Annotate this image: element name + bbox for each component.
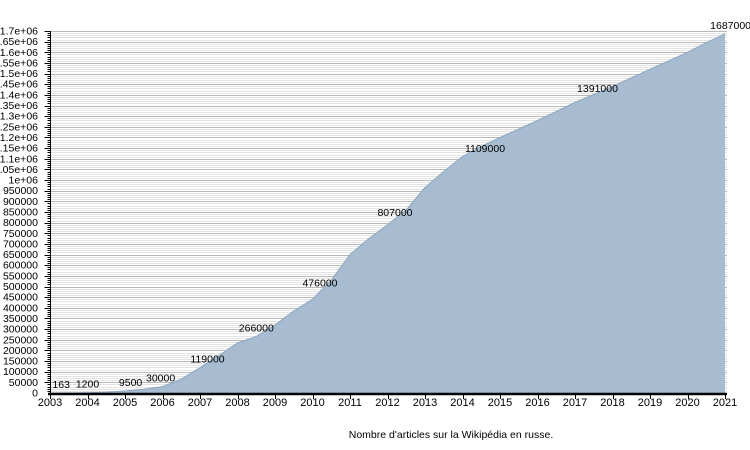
y-tick-label: 1.45e+06 <box>0 79 38 91</box>
y-tick-label: 50000 <box>9 377 38 389</box>
data-label: 119000 <box>190 354 224 366</box>
y-tick-labels: 0500001000001500002000002500003000003500… <box>0 26 38 400</box>
x-tick-label: 2012 <box>375 397 399 409</box>
data-label: 266000 <box>239 322 274 334</box>
x-tick-label: 2021 <box>713 397 737 409</box>
data-label: 163 <box>52 379 70 391</box>
tick-marks <box>44 31 726 399</box>
y-tick-label: 850000 <box>3 207 38 219</box>
y-tick-label: 150000 <box>3 356 38 368</box>
y-tick-label: 100000 <box>3 366 38 378</box>
x-tick-label: 2006 <box>150 397 174 409</box>
y-tick-label: 1.55e+06 <box>0 57 38 69</box>
y-tick-label: 300000 <box>3 324 38 336</box>
x-tick-label: 2020 <box>675 397 699 409</box>
area-fill <box>50 33 725 394</box>
x-tick-label: 2004 <box>75 397 99 409</box>
data-label: 30000 <box>146 373 175 385</box>
y-tick-label: 250000 <box>3 334 38 346</box>
data-label: 1687000 <box>710 20 750 32</box>
data-label: 476000 <box>302 278 337 290</box>
data-label: 1391000 <box>577 83 618 95</box>
y-tick-label: 950000 <box>3 185 38 197</box>
x-tick-label: 2007 <box>188 397 212 409</box>
x-tick-label: 2009 <box>263 397 287 409</box>
x-tick-label: 2019 <box>638 397 662 409</box>
y-tick-label: 0 <box>32 388 38 400</box>
area-edge-line <box>49 33 726 394</box>
x-tick-label: 2005 <box>113 397 137 409</box>
y-tick-label: 1.1e+06 <box>0 153 38 165</box>
y-tick-label: 350000 <box>3 313 38 325</box>
y-tick-label: 1.05e+06 <box>0 164 38 176</box>
y-tick-label: 1.35e+06 <box>0 100 38 112</box>
x-tick-label: 2016 <box>525 397 549 409</box>
y-tick-label: 1.7e+06 <box>0 26 38 38</box>
axes <box>48 31 727 396</box>
y-tick-label: 600000 <box>3 260 38 272</box>
data-label: 1200 <box>76 379 100 391</box>
x-tick-label: 2018 <box>600 397 624 409</box>
y-tick-label: 1.4e+06 <box>0 89 38 101</box>
x-tick-label: 2015 <box>488 397 512 409</box>
y-tick-label: 400000 <box>3 302 38 314</box>
series-area <box>49 33 726 394</box>
y-tick-label: 650000 <box>3 249 38 261</box>
y-tick-label: 200000 <box>3 345 38 357</box>
x-tick-label: 2013 <box>413 397 437 409</box>
y-tick-label: 1e+06 <box>9 175 39 187</box>
y-tick-label: 1.2e+06 <box>0 132 38 144</box>
y-tick-label: 500000 <box>3 281 38 293</box>
data-label: 807000 <box>377 207 412 219</box>
data-label: 1109000 <box>465 143 505 155</box>
x-tick-label: 2003 <box>38 397 62 409</box>
y-tick-label: 800000 <box>3 217 38 229</box>
data-labels: 163 1200 9500 30000 119000 266000 476000 807000… <box>52 20 750 391</box>
x-tick-label: 2014 <box>450 397 474 409</box>
y-tick-label: 1.25e+06 <box>0 121 38 133</box>
x-tick-label: 2008 <box>225 397 249 409</box>
y-tick-label: 1.5e+06 <box>0 68 38 80</box>
y-tick-label: 1.15e+06 <box>0 143 38 155</box>
y-tick-label: 1.65e+06 <box>0 36 38 48</box>
y-tick-label: 1.3e+06 <box>0 111 38 123</box>
y-tick-label: 900000 <box>3 196 38 208</box>
y-tick-label: 550000 <box>3 270 38 282</box>
y-tick-label: 1.6e+06 <box>0 47 38 59</box>
y-tick-label: 450000 <box>3 292 38 304</box>
y-tick-label: 750000 <box>3 228 38 240</box>
y-tick-label: 700000 <box>3 238 38 250</box>
x-tick-label: 2011 <box>338 397 362 409</box>
chart-caption: Nombre d'articles sur la Wikipédia en ru… <box>348 429 554 441</box>
x-tick-labels: 2003 2004 2005 2006 2007 2008 2009 2010 2011 2012… <box>38 397 737 409</box>
x-tick-label: 2010 <box>300 397 324 409</box>
data-label: 9500 <box>119 377 143 389</box>
x-tick-label: 2017 <box>563 397 587 409</box>
